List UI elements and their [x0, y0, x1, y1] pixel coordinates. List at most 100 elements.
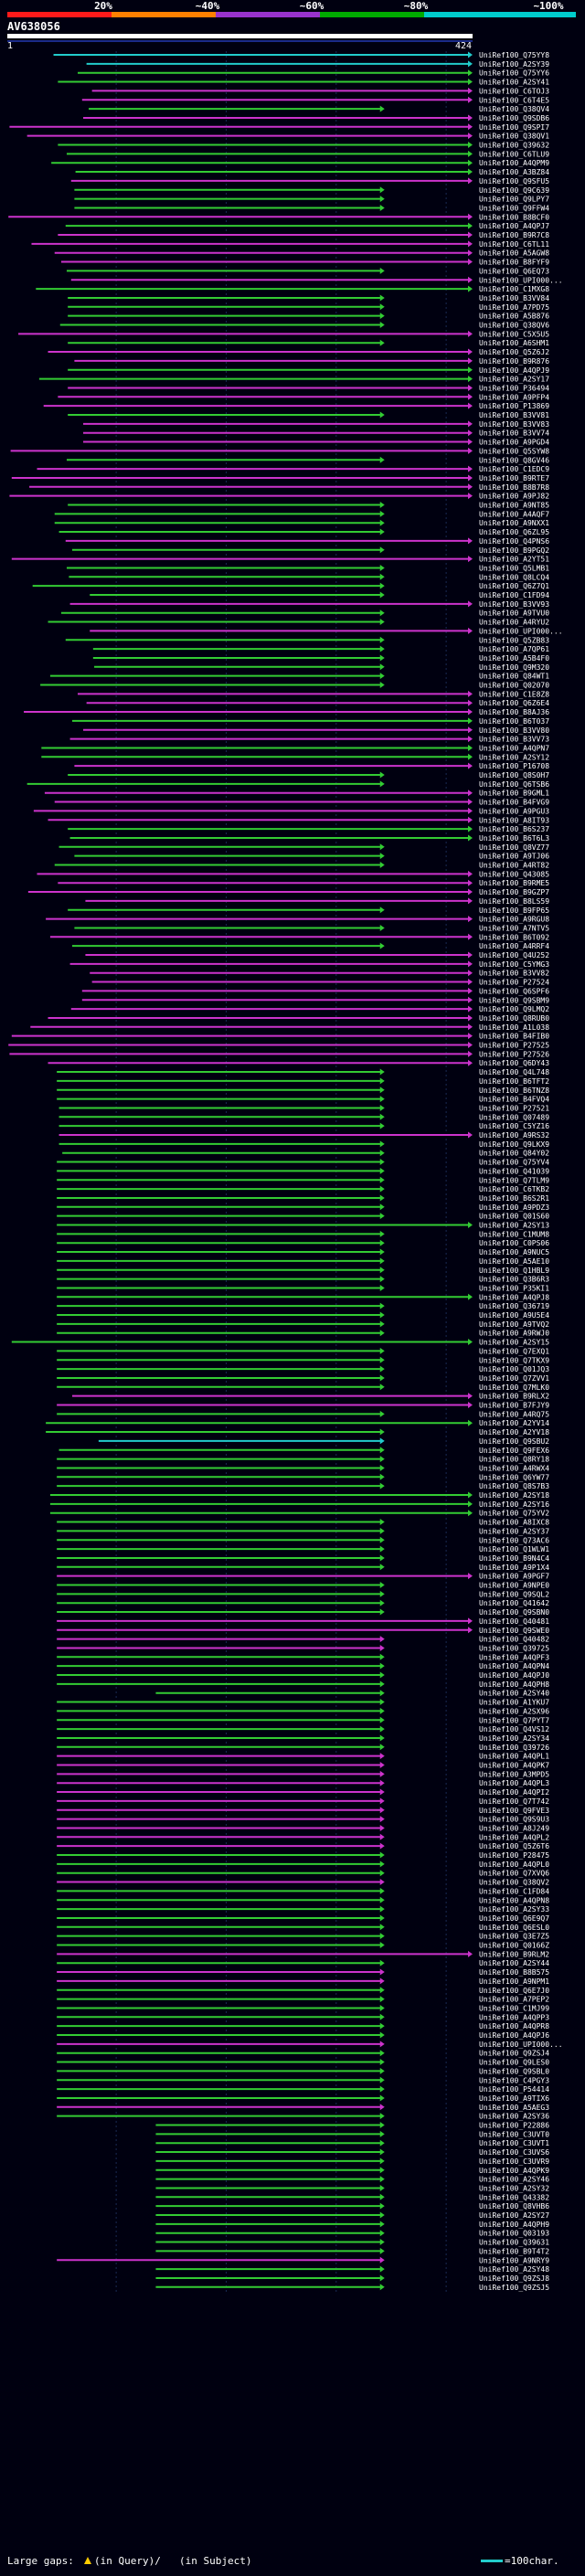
- hit-name[interactable]: UniRef100_Q40482: [479, 1636, 549, 1644]
- hit-name[interactable]: UniRef100_C1EDC9: [479, 465, 549, 473]
- hit-row[interactable]: UniRef100_B3VV80: [83, 726, 549, 735]
- hit-name[interactable]: UniRef100_Q84Y02: [479, 1150, 549, 1158]
- hit-row[interactable]: UniRef100_A3MPD5: [57, 1770, 549, 1778]
- hit-row[interactable]: UniRef100_Q39631: [155, 2239, 549, 2247]
- hit-name[interactable]: UniRef100_A4QPH8: [479, 1680, 549, 1689]
- hit-name[interactable]: UniRef100_A2SY12: [479, 753, 549, 761]
- hit-row[interactable]: UniRef100_A9RWJ0: [57, 1330, 549, 1338]
- hit-name[interactable]: UniRef100_A4AQF7: [479, 510, 549, 518]
- hit-name[interactable]: UniRef100_P28475: [479, 1851, 549, 1860]
- hit-row[interactable]: UniRef100_A9NUC5: [57, 1248, 549, 1256]
- hit-name[interactable]: UniRef100_A2SY46: [479, 2176, 549, 2184]
- hit-name[interactable]: UniRef100_Q4U252: [479, 951, 549, 959]
- hit-name[interactable]: UniRef100_Q41039: [479, 1167, 549, 1175]
- hit-name[interactable]: UniRef100_UPI000...: [479, 627, 563, 635]
- hit-row[interactable]: UniRef100_B9R7C8: [58, 231, 549, 239]
- hit-name[interactable]: UniRef100_Q5Z6T6: [479, 1842, 549, 1850]
- hit-name[interactable]: UniRef100_P27521: [479, 1104, 549, 1112]
- hit-name[interactable]: UniRef100_A2YT51: [479, 556, 549, 564]
- hit-row[interactable]: UniRef100_A2SY17: [38, 376, 549, 384]
- hit-row[interactable]: UniRef100_A9PJ82: [9, 493, 549, 501]
- hit-name[interactable]: UniRef100_A9P1X4: [479, 1564, 549, 1572]
- hit-name[interactable]: UniRef100_C3UVR9: [479, 2157, 549, 2166]
- hit-row[interactable]: UniRef100_C1MXG8: [36, 285, 549, 293]
- hit-row[interactable]: UniRef100_Q8RUB0: [48, 1014, 550, 1023]
- hit-row[interactable]: UniRef100_P27526: [9, 1050, 549, 1058]
- hit-name[interactable]: UniRef100_B3VV83: [479, 420, 549, 429]
- hit-name[interactable]: UniRef100_A9PFP4: [479, 393, 549, 401]
- hit-name[interactable]: UniRef100_A2SY39: [479, 60, 549, 69]
- hit-name[interactable]: UniRef100_C0PS06: [479, 1239, 549, 1247]
- hit-row[interactable]: UniRef100_C5YZ16: [58, 1122, 550, 1130]
- hit-name[interactable]: UniRef100_P27526: [479, 1050, 549, 1058]
- hit-row[interactable]: UniRef100_Q02070: [40, 682, 549, 690]
- hit-name[interactable]: UniRef100_A2SY27: [479, 2211, 549, 2220]
- hit-name[interactable]: UniRef100_A9NPM1: [479, 1977, 549, 1986]
- hit-row[interactable]: UniRef100_P28475: [57, 1851, 549, 1860]
- hit-name[interactable]: UniRef100_Q6EQ73: [479, 267, 549, 275]
- hit-row[interactable]: UniRef100_A9P1X4: [57, 1564, 549, 1572]
- hit-name[interactable]: UniRef100_Q40481: [479, 1617, 549, 1626]
- hit-name[interactable]: UniRef100_Q9S9U3: [479, 1816, 549, 1824]
- hit-name[interactable]: UniRef100_A2YV14: [479, 1419, 549, 1427]
- hit-name[interactable]: UniRef100_Q9FFW4: [479, 204, 549, 212]
- hit-row[interactable]: UniRef100_A5B4F0: [92, 654, 549, 663]
- hit-name[interactable]: UniRef100_A4QPL1: [479, 1753, 549, 1761]
- hit-row[interactable]: UniRef100_B6T6L3: [69, 834, 550, 843]
- hit-row[interactable]: UniRef100_B8B575: [57, 1968, 549, 1977]
- hit-row[interactable]: UniRef100_A4QPN4: [57, 1662, 549, 1670]
- hit-row[interactable]: UniRef100_B9GZP7: [27, 888, 549, 896]
- hit-row[interactable]: UniRef100_Q84WT1: [49, 673, 549, 681]
- hit-name[interactable]: UniRef100_B9PGQ2: [479, 546, 549, 555]
- hit-name[interactable]: UniRef100_A9TIX6: [479, 2094, 549, 2103]
- hit-row[interactable]: UniRef100_A5B876: [68, 313, 549, 321]
- hit-row[interactable]: UniRef100_A5AGW8: [54, 249, 550, 258]
- hit-name[interactable]: UniRef100_Q7EXQ1: [479, 1347, 549, 1355]
- hit-row[interactable]: UniRef100_C6TL11: [31, 240, 549, 249]
- hit-row[interactable]: UniRef100_A4QPN8: [57, 1896, 549, 1904]
- hit-row[interactable]: UniRef100_A4QPK7: [57, 1762, 549, 1770]
- hit-row[interactable]: UniRef100_C1FD94: [90, 591, 549, 599]
- hit-row[interactable]: UniRef100_A4RQ75: [57, 1410, 549, 1418]
- hit-name[interactable]: UniRef100_Q9SQL2: [479, 1590, 549, 1598]
- hit-row[interactable]: UniRef100_Q6E9Q7: [57, 1914, 549, 1923]
- hit-row[interactable]: UniRef100_A2SY16: [49, 1500, 549, 1509]
- hit-name[interactable]: UniRef100_Q6E7J0: [479, 1987, 549, 1995]
- hit-row[interactable]: UniRef100_B9RLM2: [57, 1950, 549, 1958]
- hit-row[interactable]: UniRef100_A4QPK9: [155, 2167, 549, 2175]
- hit-name[interactable]: UniRef100_A4QPJ8: [479, 1293, 549, 1301]
- hit-row[interactable]: UniRef100_Q8S7B3: [57, 1482, 549, 1490]
- hit-name[interactable]: UniRef100_Q4L748: [479, 1068, 549, 1076]
- hit-row[interactable]: UniRef100_Q38QV4: [89, 105, 549, 113]
- hit-row[interactable]: UniRef100_B9PGQ2: [71, 546, 549, 555]
- hit-name[interactable]: UniRef100_A2SY16: [479, 1500, 549, 1509]
- hit-row[interactable]: UniRef100_Q7T742: [57, 1797, 549, 1806]
- hit-row[interactable]: UniRef100_A7QP61: [92, 645, 549, 653]
- hit-name[interactable]: UniRef100_A4RYU2: [479, 619, 549, 627]
- hit-row[interactable]: UniRef100_Q38QV2: [57, 1879, 549, 1887]
- hit-row[interactable]: UniRef100_Q9SBU2: [98, 1437, 549, 1446]
- hit-name[interactable]: UniRef100_Q43382: [479, 2193, 549, 2201]
- hit-row[interactable]: UniRef100_Q5Z6J2: [48, 348, 550, 356]
- hit-row[interactable]: UniRef100_B4FIB0: [11, 1033, 549, 1041]
- hit-name[interactable]: UniRef100_C1FD84: [479, 1887, 549, 1895]
- hit-row[interactable]: UniRef100_Q75YY8: [53, 51, 550, 59]
- hit-row[interactable]: UniRef100_Q9FEX6: [58, 1447, 550, 1455]
- hit-row[interactable]: UniRef100_B4FVG9: [54, 799, 550, 807]
- hit-row[interactable]: UniRef100_B3VV83: [83, 420, 549, 429]
- hit-row[interactable]: UniRef100_A2SY18: [49, 1491, 549, 1500]
- hit-name[interactable]: UniRef100_A9PGF7: [479, 1573, 549, 1581]
- hit-row[interactable]: UniRef100_A4QPJ7: [65, 222, 549, 230]
- hit-row[interactable]: UniRef100_C1EDC9: [37, 465, 549, 473]
- hit-row[interactable]: UniRef100_Q9ZSJ4: [57, 2050, 549, 2058]
- hit-name[interactable]: UniRef100_C6T4E5: [479, 96, 549, 104]
- hit-row[interactable]: UniRef100_B6S2R1: [57, 1194, 549, 1203]
- hit-name[interactable]: UniRef100_A9NPE0: [479, 1582, 549, 1590]
- hit-row[interactable]: UniRef100_Q9SQL2: [57, 1590, 549, 1598]
- hit-row[interactable]: UniRef100_Q9SDB6: [83, 114, 549, 122]
- hit-row[interactable]: UniRef100_A3BZ84: [75, 168, 550, 176]
- hit-name[interactable]: UniRef100_Q9SBN0: [479, 1608, 549, 1617]
- hit-row[interactable]: UniRef100_Q1WLW1: [57, 1545, 549, 1553]
- hit-name[interactable]: UniRef100_A2SY48: [479, 2265, 549, 2274]
- hit-row[interactable]: UniRef100_A1YKU7: [57, 1699, 549, 1707]
